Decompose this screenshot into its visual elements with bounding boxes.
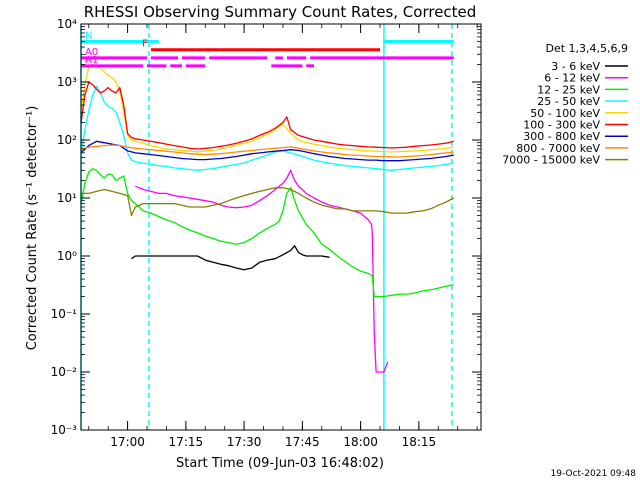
- y-tick-label-2: 10⁻²: [51, 365, 78, 379]
- series-line-2: [135, 169, 389, 373]
- series-line-1: [131, 245, 330, 271]
- x-tick-label-4: 17:45: [285, 435, 320, 449]
- series-line-8: [80, 144, 454, 158]
- y-tick-label-5: 10¹: [57, 191, 77, 205]
- y-tick-label-1: 10⁻³: [51, 423, 78, 437]
- flag-f-label: F: [142, 39, 148, 50]
- series-line-7: [80, 140, 454, 162]
- x-tick-label-3: 17:30: [227, 435, 262, 449]
- x-tick-label-5: 18:00: [343, 435, 378, 449]
- legend-label-7: 300 - 800 keV: [523, 130, 600, 143]
- series-line-5: [80, 63, 454, 153]
- legend-label-5: 50 - 100 keV: [530, 107, 600, 120]
- x-tick-label-6: 18:15: [402, 435, 437, 449]
- series-line-9: [81, 187, 455, 217]
- series-line-3: [80, 168, 454, 298]
- plot-frame: [80, 23, 482, 431]
- flag-n-label: N: [85, 30, 92, 41]
- legend-label-6: 100 - 300 keV: [523, 119, 600, 132]
- flag-a0-label: A0: [85, 47, 98, 58]
- series-line-6: [80, 81, 454, 150]
- legend-title: Det 1,3,4,5,6,9: [545, 42, 628, 55]
- legend-label-2: 6 - 12 keV: [544, 72, 600, 85]
- legend-label-9: 7000 - 15000 keV: [502, 154, 600, 167]
- series-line-4: [80, 85, 454, 171]
- y-tick-label-8: 10⁴: [57, 17, 77, 31]
- y-tick-label-6: 10²: [57, 133, 77, 147]
- legend-label-4: 25 - 50 keV: [537, 95, 600, 108]
- y-tick-label-3: 10⁻¹: [51, 307, 78, 321]
- x-tick-label-2: 17:15: [169, 435, 204, 449]
- y-tick-label-7: 10³: [57, 75, 77, 89]
- y-axis-label: Corrected Count Rate (s⁻¹ detector⁻¹): [25, 106, 40, 351]
- x-tick-label-1: 17:00: [110, 435, 145, 449]
- legend-label-3: 12 - 25 keV: [537, 83, 600, 96]
- legend-label-1: 3 - 6 keV: [551, 60, 600, 73]
- legend-label-8: 800 - 7000 keV: [516, 142, 600, 155]
- y-tick-label-4: 10⁰: [57, 249, 77, 263]
- footer-date: 19-Oct-2021 09:48: [551, 469, 637, 479]
- x-axis-label: Start Time (09-Jun-03 16:48:02): [176, 456, 384, 471]
- chart-title: RHESSI Observing Summary Count Rates, Co…: [84, 3, 477, 21]
- flag-a1-label: A1: [85, 55, 98, 66]
